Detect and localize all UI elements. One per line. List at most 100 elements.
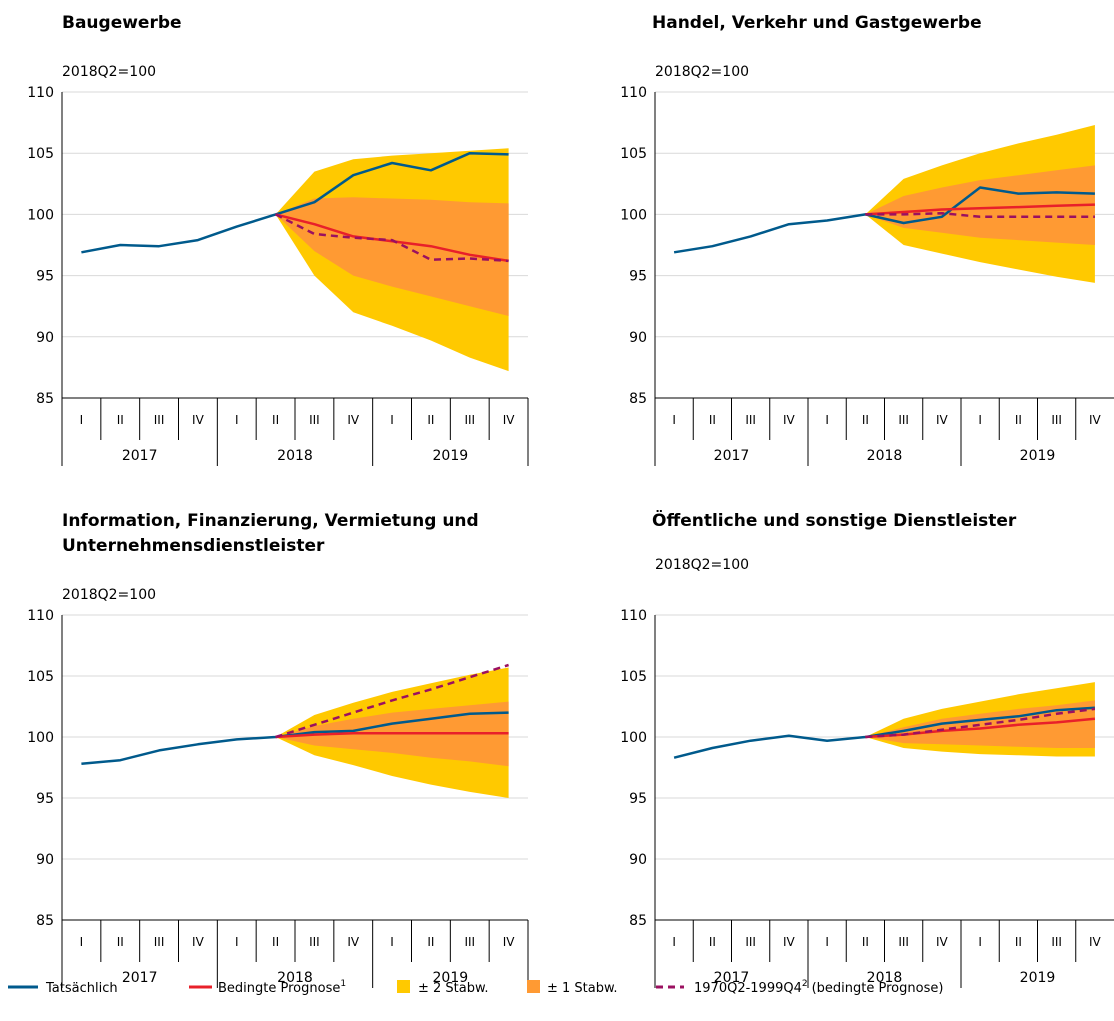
- quarter-label: II: [117, 935, 124, 949]
- quarter-label: III: [898, 413, 909, 427]
- y-tick-label: 90: [36, 330, 54, 346]
- series-alt: [865, 707, 1096, 739]
- y-tick-label: 105: [27, 146, 54, 162]
- quarter-label: I: [672, 413, 676, 427]
- y-tick-label: 110: [620, 85, 647, 101]
- y-tick-label: 110: [620, 608, 647, 624]
- series-actual: [673, 186, 1095, 254]
- y-tick-label: 105: [620, 146, 647, 162]
- quarter-label: II: [709, 935, 716, 949]
- y-tick-label: 100: [620, 730, 647, 746]
- year-label: 2018: [277, 448, 313, 464]
- quarter-label: II: [117, 413, 124, 427]
- quarter-label: II: [272, 935, 279, 949]
- year-label: 2018: [867, 970, 903, 986]
- unit-label: 2018Q2=100: [62, 64, 156, 80]
- quarter-label: I: [825, 935, 829, 949]
- legend-swatch-band2: [397, 980, 410, 993]
- legend: Tatsächlich Bedingte Prognose1 ± 2 Stabw…: [8, 979, 943, 996]
- quarter-label: IV: [936, 935, 949, 949]
- quarter-label: II: [862, 413, 869, 427]
- y-tick-label: 95: [36, 791, 54, 807]
- quarter-label: IV: [503, 413, 516, 427]
- quarter-label: III: [154, 413, 165, 427]
- quarter-label: II: [1015, 413, 1022, 427]
- unit-label: 2018Q2=100: [62, 587, 156, 603]
- quarter-label: I: [978, 935, 982, 949]
- chart-title-line2: Unternehmensdienstleister: [62, 536, 325, 556]
- quarter-label: IV: [347, 935, 360, 949]
- y-tick-label: 85: [629, 913, 647, 929]
- year-label: 2019: [433, 970, 469, 986]
- legend-label-band1: ± 1 Stabw.: [547, 981, 618, 996]
- quarter-label: I: [235, 935, 239, 949]
- band-1sd: [275, 197, 509, 316]
- quarter-label: III: [745, 413, 756, 427]
- series-forecast: [275, 732, 509, 739]
- year-label: 2017: [122, 448, 158, 464]
- chart-panel: Öffentliche und sonstige Dienstleister 20…: [620, 509, 1114, 988]
- y-tick-label: 110: [27, 85, 54, 101]
- quarter-label: I: [390, 413, 394, 427]
- quarter-label: I: [235, 413, 239, 427]
- quarter-label: II: [709, 413, 716, 427]
- y-tick-label: 90: [629, 330, 647, 346]
- quarter-label: I: [390, 935, 394, 949]
- y-tick-label: 110: [27, 608, 54, 624]
- legend-swatch-band1: [527, 980, 540, 993]
- quarter-label: III: [1051, 413, 1062, 427]
- quarter-label: I: [978, 413, 982, 427]
- quarter-label: IV: [347, 413, 360, 427]
- chart-panel: Information, Finanzierung, Vermietung un…: [27, 511, 529, 988]
- y-tick-label: 105: [620, 669, 647, 685]
- y-tick-label: 95: [629, 269, 647, 285]
- quarter-label: III: [745, 935, 756, 949]
- quarter-label: II: [427, 413, 434, 427]
- chart-title: Baugewerbe: [62, 13, 182, 33]
- quarter-label: IV: [1089, 935, 1102, 949]
- y-tick-label: 85: [629, 391, 647, 407]
- quarter-label: III: [1051, 935, 1062, 949]
- y-tick-label: 100: [27, 730, 54, 746]
- legend-label-band2: ± 2 Stabw.: [418, 981, 489, 996]
- quarter-label: I: [825, 413, 829, 427]
- quarter-label: III: [154, 935, 165, 949]
- quarter-label: II: [1015, 935, 1022, 949]
- quarter-label: III: [898, 935, 909, 949]
- legend-label-forecast: Bedingte Prognose1: [218, 979, 346, 996]
- series-alt: [275, 213, 509, 263]
- y-tick-label: 85: [36, 913, 54, 929]
- quarter-label: IV: [1089, 413, 1102, 427]
- quarter-label: II: [862, 935, 869, 949]
- year-label: 2019: [1020, 448, 1056, 464]
- quarter-label: IV: [503, 935, 516, 949]
- year-label: 2017: [714, 970, 750, 986]
- chart-title: Information, Finanzierung, Vermietung un…: [62, 511, 479, 531]
- unit-label: 2018Q2=100: [655, 64, 749, 80]
- quarter-label: III: [464, 935, 475, 949]
- quarter-label: III: [464, 413, 475, 427]
- band-1sd: [865, 165, 1095, 245]
- y-tick-label: 100: [620, 207, 647, 223]
- series-alt: [275, 663, 509, 739]
- series-alt: [865, 211, 1095, 219]
- series-actual: [673, 706, 1095, 759]
- y-tick-label: 85: [36, 391, 54, 407]
- legend-label-actual: Tatsächlich: [45, 981, 118, 996]
- year-label: 2019: [433, 448, 469, 464]
- quarter-label: I: [80, 413, 84, 427]
- y-tick-label: 105: [27, 669, 54, 685]
- chart-title: Öffentliche und sonstige Dienstleister: [652, 509, 1017, 531]
- chart-title: Handel, Verkehr und Gastgewerbe: [652, 13, 982, 33]
- quarter-label: IV: [192, 413, 205, 427]
- legend-label-alt: 1970Q2-1999Q42 (bedingte Prognose): [694, 979, 943, 996]
- quarter-label: IV: [192, 935, 205, 949]
- year-label: 2019: [1020, 970, 1056, 986]
- year-label: 2017: [714, 448, 750, 464]
- quarter-label: IV: [936, 413, 949, 427]
- chart-panel: Handel, Verkehr und Gastgewerbe 2018Q2=10…: [620, 13, 1114, 466]
- year-label: 2018: [277, 970, 313, 986]
